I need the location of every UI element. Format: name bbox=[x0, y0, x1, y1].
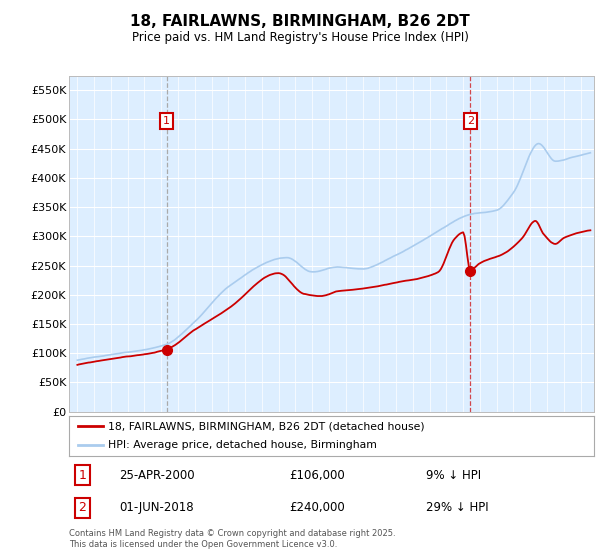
Text: 18, FAIRLAWNS, BIRMINGHAM, B26 2DT: 18, FAIRLAWNS, BIRMINGHAM, B26 2DT bbox=[130, 14, 470, 29]
Text: 9% ↓ HPI: 9% ↓ HPI bbox=[426, 469, 481, 482]
Text: 2: 2 bbox=[78, 501, 86, 514]
Text: 25-APR-2000: 25-APR-2000 bbox=[119, 469, 194, 482]
Text: £240,000: £240,000 bbox=[290, 501, 345, 514]
Text: 1: 1 bbox=[78, 469, 86, 482]
Text: Price paid vs. HM Land Registry's House Price Index (HPI): Price paid vs. HM Land Registry's House … bbox=[131, 31, 469, 44]
Text: £106,000: £106,000 bbox=[290, 469, 345, 482]
Text: 1: 1 bbox=[163, 116, 170, 126]
Text: 2: 2 bbox=[467, 116, 474, 126]
Text: Contains HM Land Registry data © Crown copyright and database right 2025.
This d: Contains HM Land Registry data © Crown c… bbox=[69, 529, 395, 549]
Text: HPI: Average price, detached house, Birmingham: HPI: Average price, detached house, Birm… bbox=[109, 440, 377, 450]
Text: 01-JUN-2018: 01-JUN-2018 bbox=[119, 501, 193, 514]
Text: 29% ↓ HPI: 29% ↓ HPI bbox=[426, 501, 488, 514]
Text: 18, FAIRLAWNS, BIRMINGHAM, B26 2DT (detached house): 18, FAIRLAWNS, BIRMINGHAM, B26 2DT (deta… bbox=[109, 421, 425, 431]
